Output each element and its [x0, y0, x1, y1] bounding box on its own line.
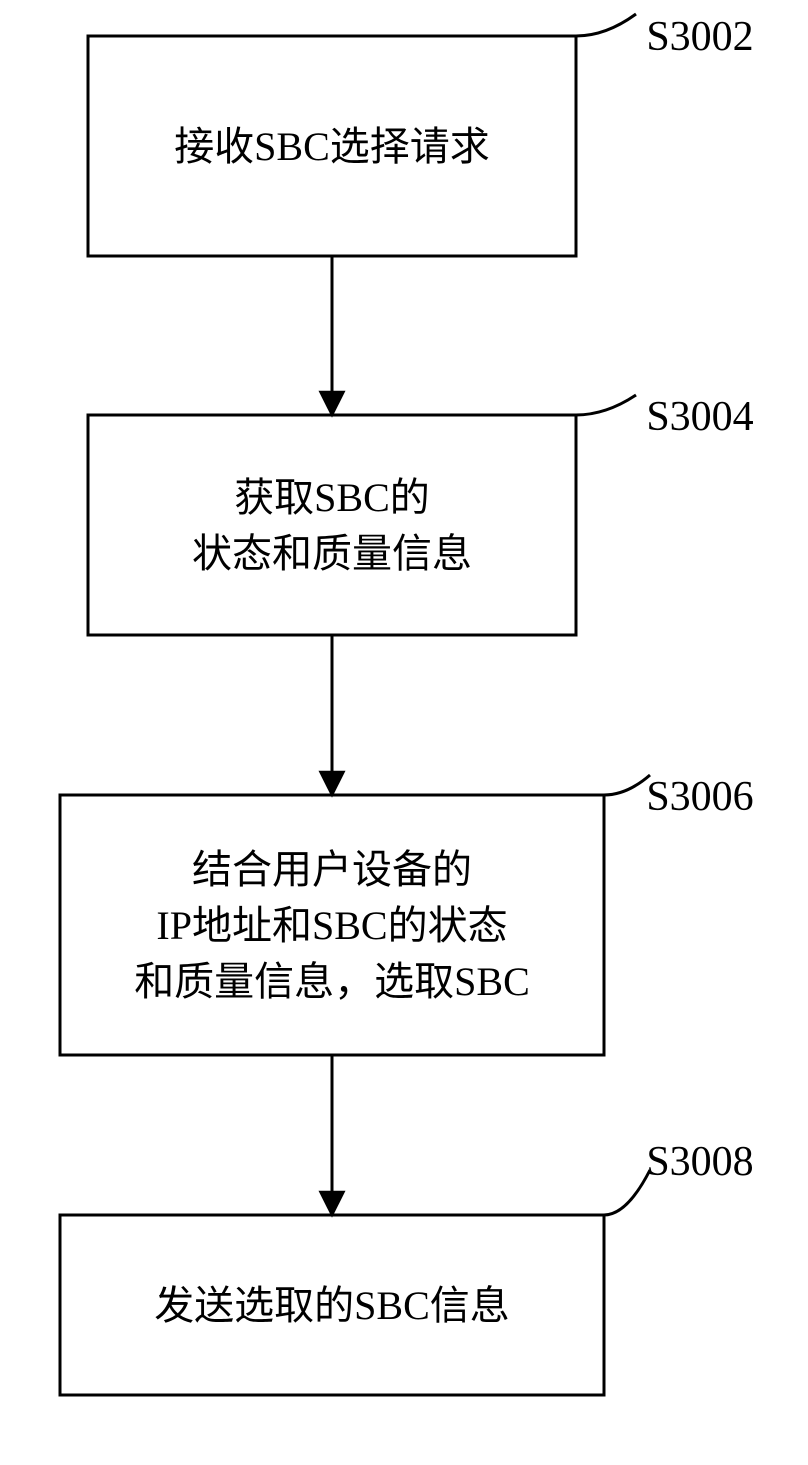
step-label: S3008 — [646, 1139, 753, 1185]
flow-box-text: 获取SBC的 — [234, 475, 430, 520]
flow-box-text: 接收SBC选择请求 — [174, 124, 490, 169]
flow-box — [88, 415, 576, 635]
step-label: S3006 — [646, 774, 753, 820]
label-leader — [576, 395, 636, 415]
flow-node-n2: 获取SBC的状态和质量信息 S3004 — [88, 394, 754, 635]
step-label: S3002 — [646, 14, 753, 60]
flow-node-n3: 结合用户设备的 IP地址和SBC的状态和质量信息，选取SBC S3006 — [60, 774, 754, 1055]
flow-node-n4: 发送选取的SBC信息 S3008 — [60, 1139, 754, 1395]
label-leader — [576, 14, 636, 36]
flow-box-text: 和质量信息，选取SBC — [134, 959, 530, 1004]
flow-box-text: 状态和质量信息 — [192, 531, 472, 576]
flowchart-diagram: 接收SBC选择请求 S3002 获取SBC的状态和质量信息 S3004 结合用户设备的 I… — [0, 0, 808, 1465]
label-leader — [604, 1170, 650, 1215]
flow-box-text: 结合用户设备的 — [192, 847, 472, 892]
label-leader — [604, 775, 650, 795]
step-label: S3004 — [646, 394, 753, 440]
flow-node-n1: 接收SBC选择请求 S3002 — [88, 14, 754, 256]
flow-box-text: IP地址和SBC的状态 — [156, 903, 507, 948]
flow-box-text: 发送选取的SBC信息 — [154, 1283, 510, 1328]
